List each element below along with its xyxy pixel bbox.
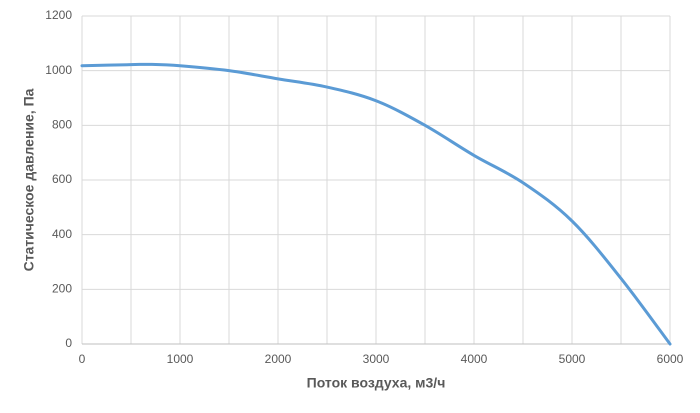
x-tick-label: 6000: [657, 352, 684, 366]
x-tick-label: 1000: [167, 352, 194, 366]
x-tick-label: 2000: [265, 352, 292, 366]
y-tick-label: 400: [52, 227, 72, 241]
x-tick-label: 0: [79, 352, 86, 366]
y-tick-label: 0: [65, 336, 72, 350]
y-tick-label: 200: [52, 282, 72, 296]
y-axis-title: Статическое давление, Па: [21, 88, 37, 271]
x-tick-label: 4000: [461, 352, 488, 366]
y-tick-label: 1000: [45, 63, 72, 77]
data-line: [80, 62, 672, 346]
y-tick-label: 800: [52, 118, 72, 132]
y-tick-label: 600: [52, 172, 72, 186]
x-tick-label: 5000: [559, 352, 586, 366]
x-axis-title: Поток воздуха, м3/ч: [307, 375, 446, 391]
y-tick-label: 1200: [45, 8, 72, 22]
x-tick-label: 3000: [363, 352, 390, 366]
